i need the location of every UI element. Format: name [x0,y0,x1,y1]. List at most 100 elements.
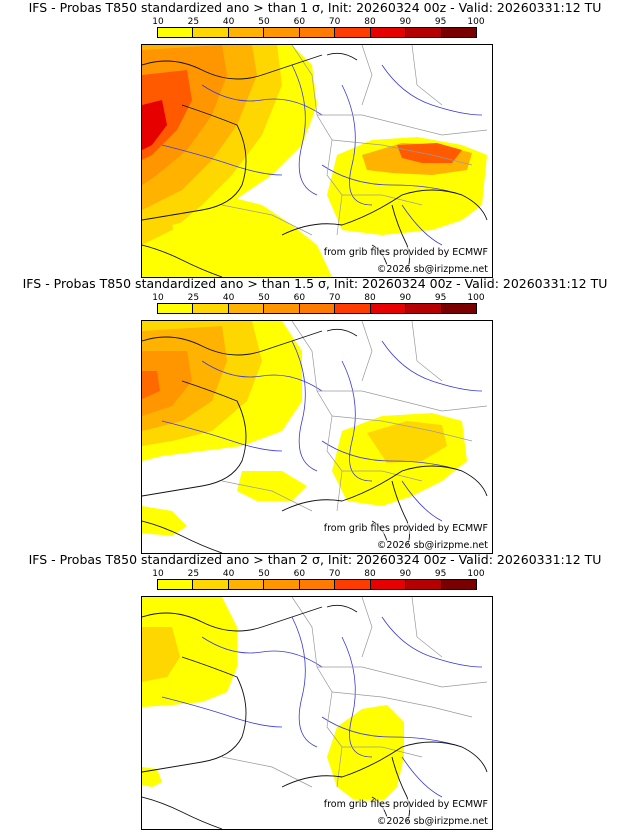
colorbar-tick-label: 60 [293,293,306,303]
colorbar-segment [406,580,442,589]
colorbar-tick-label: 50 [258,569,270,579]
colorbar [157,303,477,314]
prob-yellow-iberia [237,471,307,501]
prob-red-west [142,371,160,399]
colorbar-tick-label: 50 [258,17,270,27]
colorbar-tick-label: 90 [399,569,412,579]
colorbar-tick-label: 10 [152,569,164,579]
probability-map: from grib files provided by ECMWF ©2026 … [141,596,493,830]
prob-gold-west [142,627,180,682]
prob-red-alps [397,143,462,163]
prob-yellow-west [142,597,237,707]
rivers [161,616,483,798]
colorbar-segment [193,580,229,589]
prob-darkred-west [142,100,167,150]
colorbar-tick-label: 60 [293,17,306,27]
colorbar-labels: 10 25 40 50 60 70 80 90 95 100 [0,569,630,579]
colorbar-tick-label: 10 [152,293,164,303]
copyright-notice: ©2026 sb@irizpme.net [376,816,488,827]
colorbar-segment [193,28,229,37]
prob-yellow-spain [142,506,187,536]
colorbar-tick-label: 90 [399,17,412,27]
colorbar-tick-label: 95 [434,17,447,27]
panel-title: IFS - Probas T850 standardized ano > tha… [22,276,608,291]
probability-map: from grib files provided by ECMWF ©2026 … [141,44,493,278]
panel-1-sigma: IFS - Probas T850 standardized ano > tha… [0,0,630,278]
colorbar-segment [406,28,442,37]
colorbar-segment [406,304,442,313]
colorbar-tick-label: 25 [187,293,200,303]
colorbar-tick-label: 95 [434,293,447,303]
map-canvas [142,45,488,277]
map-canvas [142,597,488,829]
colorbar [157,579,477,590]
colorbar-tick-label: 100 [467,569,485,579]
colorbar-tick-label: 40 [222,293,235,303]
colorbar-tick-label: 70 [328,17,341,27]
colorbar-segment [335,580,371,589]
colorbar-tick-label: 90 [399,293,412,303]
colorbar-tick-label: 50 [258,293,270,303]
data-source-credit: from grib files provided by ECMWF [323,247,488,258]
colorbar-segment [158,28,194,37]
colorbar-tick-label: 60 [293,569,306,579]
prob-darkorange-west [142,351,192,416]
colorbar-segment [441,580,476,589]
prob-gold-alps [367,421,447,463]
colorbar-segment [370,28,407,37]
colorbar-tick-label: 40 [222,569,235,579]
colorbar-segment [228,28,265,37]
colorbar-tick-label: 10 [152,17,164,27]
colorbar-segment [299,304,336,313]
probability-shading [142,597,404,802]
colorbar-tick-label: 25 [187,17,200,27]
data-source-credit: from grib files provided by ECMWF [323,799,488,810]
colorbar-segment [370,580,407,589]
colorbar-segment [158,580,194,589]
colorbar-segment [158,304,194,313]
coastlines [142,328,488,553]
copyright-notice: ©2026 sb@irizpme.net [376,540,488,551]
colorbar-tick-label: 80 [364,569,376,579]
panel-title: IFS - Probas T850 standardized ano > tha… [28,552,602,567]
colorbar-tick-label: 80 [364,17,376,27]
panel-2-sigma: IFS - Probas T850 standardized ano > tha… [0,552,630,830]
colorbar-segment [264,304,300,313]
colorbar-segment [335,28,371,37]
coastlines [142,52,488,277]
panel-1-5-sigma: IFS - Probas T850 standardized ano > tha… [0,276,630,554]
panel-title: IFS - Probas T850 standardized ano > tha… [28,0,602,15]
borders [221,321,488,512]
colorbar-tick-label: 40 [222,17,235,27]
colorbar-segment [441,28,476,37]
map-canvas [142,321,488,553]
prob-yellow-spain [142,767,162,787]
colorbar-segment [299,580,336,589]
colorbar-segment [264,28,300,37]
coastlines [142,604,488,829]
colorbar-tick-label: 100 [467,17,485,27]
colorbar-tick-label: 80 [364,293,376,303]
prob-yellow-spain [172,215,262,265]
colorbar-tick-label: 70 [328,293,341,303]
colorbar-segment [228,580,265,589]
colorbar-labels: 10 25 40 50 60 70 80 90 95 100 [0,17,630,27]
colorbar-labels: 10 25 40 50 60 70 80 90 95 100 [0,293,630,303]
colorbar-segment [228,304,265,313]
data-source-credit: from grib files provided by ECMWF [323,523,488,534]
colorbar-tick-label: 25 [187,569,200,579]
colorbar-tick-label: 70 [328,569,341,579]
colorbar-segment [299,28,336,37]
rivers [161,64,483,246]
colorbar-segment [264,580,300,589]
probability-map: from grib files provided by ECMWF ©2026 … [141,320,493,554]
probability-shading [142,45,487,277]
colorbar-segment [335,304,371,313]
rivers [161,340,483,522]
colorbar-tick-label: 95 [434,569,447,579]
colorbar [157,27,477,38]
colorbar-segment [370,304,407,313]
colorbar-segment [441,304,476,313]
copyright-notice: ©2026 sb@irizpme.net [376,264,488,275]
colorbar-tick-label: 100 [467,293,485,303]
